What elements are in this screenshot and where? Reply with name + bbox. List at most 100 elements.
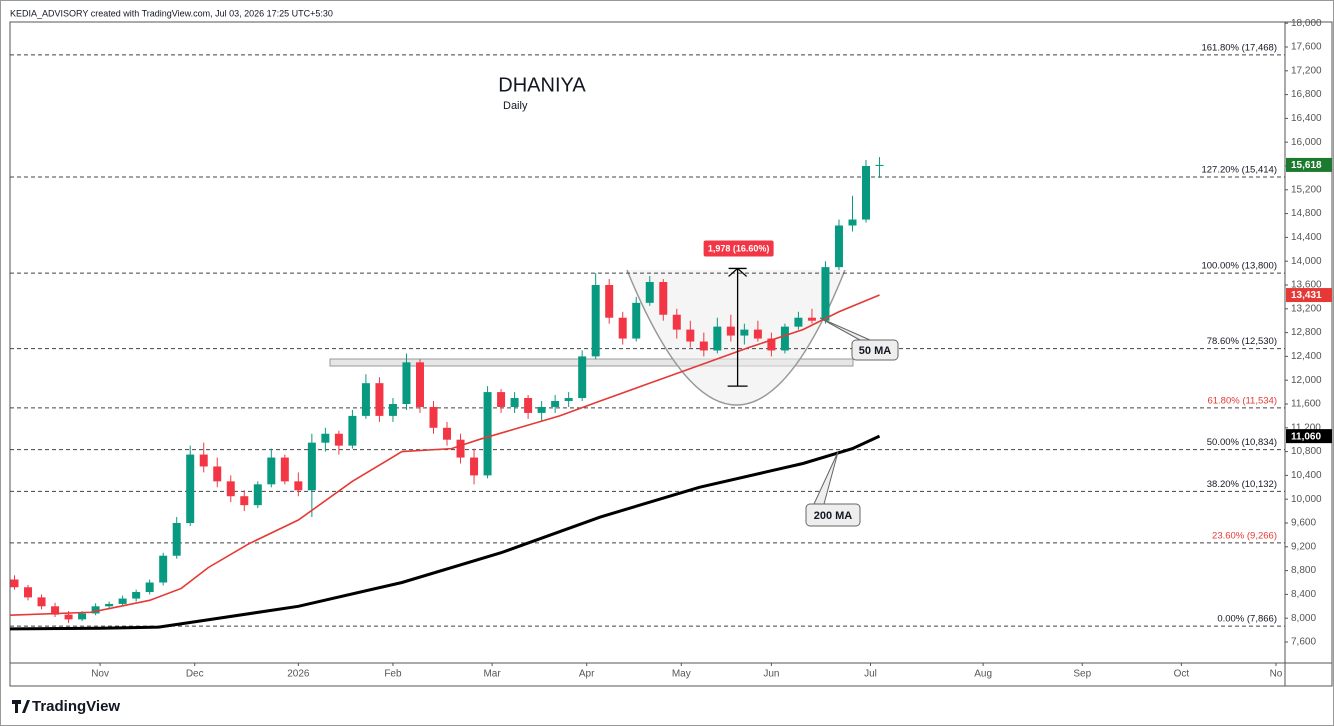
candle-body [456,439,465,458]
candle-body [443,427,452,440]
x-tick-label: Jun [763,669,779,680]
candle-body [564,398,573,402]
y-tick-label: 13,600 [1291,280,1322,291]
callout-box [805,503,861,527]
candle-body [199,454,208,467]
candle-body [551,401,560,407]
candle-body [672,314,681,330]
candle-body [321,433,330,443]
price-tag [1286,288,1332,303]
candle-body [470,457,479,476]
candle-body [37,597,46,607]
resistance-zone [329,358,854,367]
candle-body [699,341,708,351]
fib-label: 127.20% (15,414) [1201,165,1277,176]
candle-body [78,613,87,620]
y-tick-label: 12,000 [1291,375,1322,386]
candle-body [132,592,141,599]
candle-body [307,442,316,491]
y-tick-label: 8,000 [1291,613,1316,624]
candle-body [483,392,492,476]
candle-body [510,398,519,407]
candle-body [240,496,249,506]
candle-body [402,362,411,404]
candle-body [524,398,533,413]
candle-body [213,466,222,482]
candle-body [537,406,546,413]
measure-box [703,240,774,257]
callout-pointer [819,317,871,341]
fib-label: 61.80% (11,534) [1207,395,1277,406]
footer-brand: TradingView [32,698,120,715]
price-tag-label: 13,431 [1291,290,1322,301]
y-tick-label: 16,800 [1291,89,1322,100]
y-tick-label: 14,800 [1291,208,1322,219]
candle-body [821,267,830,321]
y-tick-label: 8,400 [1291,589,1316,600]
cup-shape [626,269,846,406]
candle-body [875,164,884,166]
ma-line [9,434,881,631]
measure-arrow [728,267,748,277]
candle-body [334,433,343,446]
candle-body [226,481,235,497]
callout-label: 50 MA [859,345,891,357]
candle-body [24,587,33,598]
candle-body [186,454,195,523]
y-tick-label: 12,800 [1291,327,1322,338]
x-tick-label: May [672,669,691,680]
candle-body [51,606,60,615]
fib-label: 0.00% (7,866) [1217,614,1277,625]
candle-body [848,219,857,226]
y-tick-label: 16,400 [1291,113,1322,124]
candle-body [591,284,600,357]
y-tick-label: 8,800 [1291,565,1316,576]
price-tag [1286,157,1332,172]
x-tick-label: No [1270,669,1283,680]
candle-body [10,579,19,588]
price-tag-label: 11,060 [1291,431,1321,442]
y-tick-label: 17,200 [1291,65,1322,76]
y-tick-label: 10,000 [1291,494,1322,505]
y-tick-label: 12,400 [1291,351,1322,362]
candle-body [159,555,168,583]
y-tick-label: 7,600 [1291,637,1316,648]
candle-body [348,415,357,446]
candle-body [105,603,114,607]
x-tick-label: Aug [974,669,992,680]
candle-body [388,403,397,416]
candle-body [375,383,384,416]
y-tick-label: 9,200 [1291,541,1316,552]
callout-label: 200 MA [814,510,853,522]
fib-label: 78.60% (12,530) [1207,336,1277,347]
fib-label: 50.00% (10,834) [1207,437,1277,448]
x-tick-label: Sep [1073,669,1091,680]
candle-body [659,282,668,315]
candle-body [91,606,100,614]
candle-body [726,326,735,336]
candle-body [578,356,587,399]
candle-body [753,329,762,339]
y-tick-label: 15,200 [1291,184,1322,195]
y-tick-label: 11,600 [1291,399,1321,410]
y-tick-label: 10,800 [1291,446,1322,457]
fib-label: 38.20% (10,132) [1207,479,1277,490]
candle-body [172,522,181,556]
y-tick-label: 10,400 [1291,470,1322,481]
candle-body [713,326,722,351]
callout-box [851,339,899,361]
plot-frame [9,21,1333,687]
candle-body [794,317,803,327]
candle-body [145,582,154,593]
candle-body [361,383,370,416]
y-tick-label: 13,200 [1291,303,1322,314]
candle-body [294,481,303,491]
y-tick-label: 17,600 [1291,42,1322,53]
y-tick-label: 14,400 [1291,232,1322,243]
candle-body [807,317,816,321]
candle-body [645,282,654,303]
price-tag [1286,429,1332,444]
candle-body [780,326,789,351]
candle-body [253,484,262,506]
